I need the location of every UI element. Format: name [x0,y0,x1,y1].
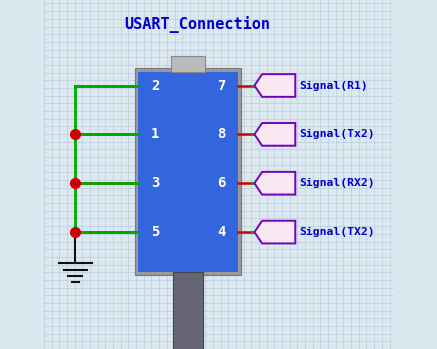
Bar [173,272,203,349]
Text: Signal(TX2): Signal(TX2) [299,227,375,237]
Polygon shape [254,221,295,244]
Bar [138,72,238,272]
Polygon shape [254,74,295,97]
Text: USART_Connection: USART_Connection [125,16,271,33]
Text: 5: 5 [151,225,159,239]
Bar [170,56,205,72]
Text: 7: 7 [217,79,225,92]
Polygon shape [254,172,295,195]
Text: 6: 6 [217,176,225,190]
Text: 3: 3 [151,176,159,190]
Text: 8: 8 [217,127,225,141]
Text: 4: 4 [217,225,225,239]
Text: Signal(RX2): Signal(RX2) [299,178,375,188]
Text: 2: 2 [151,79,159,92]
Text: Signal(Tx2): Signal(Tx2) [299,129,375,139]
Polygon shape [254,123,295,146]
Text: 1: 1 [151,127,159,141]
Bar [135,68,241,275]
Text: Signal(R1): Signal(R1) [299,81,368,90]
